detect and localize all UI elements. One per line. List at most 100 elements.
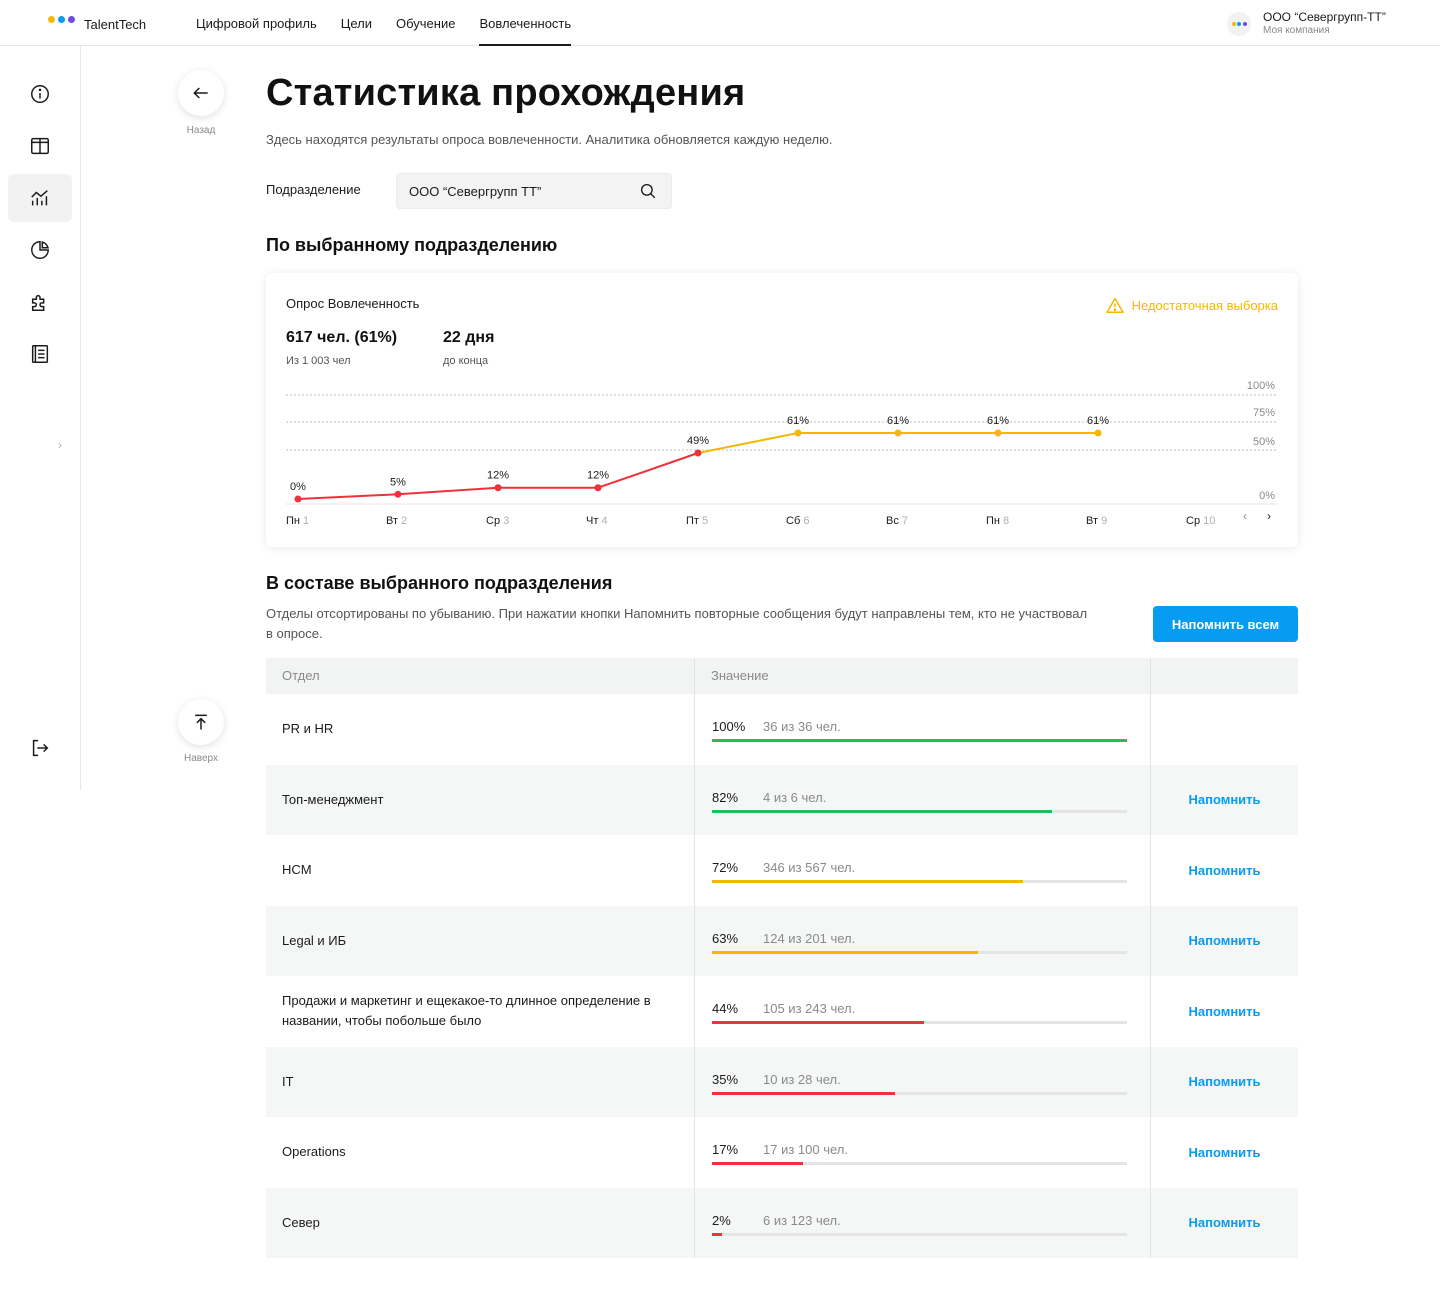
participation-percent: 2% (712, 1212, 731, 1228)
data-point[interactable] (294, 495, 302, 503)
back-button[interactable] (178, 70, 224, 116)
progress-fill (712, 950, 978, 954)
header-value[interactable]: Значение (695, 658, 1151, 694)
department-value: 100% 36 из 36 чел. (695, 694, 1151, 765)
nav-item-learning[interactable]: Обучение (395, 16, 456, 31)
department-search-input[interactable] (396, 173, 672, 209)
sidebar-item-logout[interactable] (8, 724, 72, 772)
participation-percent: 63% (712, 930, 739, 946)
department-name: HCM (266, 835, 695, 906)
participants-value: 617 чел. (61%) (286, 329, 398, 346)
header-department[interactable]: Отдел (266, 658, 695, 694)
y-tick-label: 75% (1253, 407, 1275, 419)
insufficient-sample-warning: Недостаточная выборка (1105, 297, 1278, 313)
participation-count: 10 из 28 чел. (763, 1071, 841, 1087)
header-actions (1151, 658, 1298, 694)
chevron-right-icon[interactable]: › (1267, 509, 1271, 523)
remind-button[interactable]: Напомнить (1188, 1074, 1261, 1090)
participation-percent: 82% (712, 789, 739, 805)
sidebar-item-info[interactable] (8, 70, 72, 118)
y-tick-label: 0% (1259, 490, 1275, 502)
row-actions: Напомнить (1151, 1188, 1298, 1259)
progress-fill (712, 880, 1024, 883)
row-actions: Напомнить (1151, 906, 1298, 977)
data-label: 12% (587, 470, 609, 482)
nav-item-goals[interactable]: Цели (340, 16, 372, 31)
remind-button[interactable]: Напомнить (1188, 1215, 1261, 1231)
department-name: IT (266, 1046, 695, 1117)
x-tick-label: Чт 4 (586, 515, 608, 527)
remind-all-button[interactable]: Напомнить всем (1153, 606, 1298, 642)
sidebar-item-analytics[interactable] (8, 174, 72, 222)
data-label: 0% (290, 481, 306, 493)
data-label: 61% (887, 415, 909, 427)
participation-count: 105 из 243 чел. (763, 1001, 856, 1016)
sidebar: › (0, 46, 81, 790)
table-row: Продажи и маркетинг и ещекакое-то длинно… (266, 976, 1298, 1047)
x-tick-label: Пт 5 (686, 515, 708, 527)
sidebar-item-reports[interactable] (8, 226, 72, 274)
data-point[interactable] (394, 490, 402, 498)
nav-item-digital-profile[interactable]: Цифровой профиль (196, 16, 317, 31)
remind-button[interactable]: Напомнить (1188, 1144, 1261, 1160)
department-value: 44% 105 из 243 чел. (695, 976, 1151, 1047)
row-actions: Напомнить (1151, 835, 1298, 906)
progress-bar (712, 1091, 1127, 1095)
survey-card: Опрос Вовлеченность Недостаточная выборк… (266, 273, 1298, 547)
chevron-left-icon[interactable]: ‹ (1243, 509, 1247, 523)
x-tick-label: Ср 10 (1186, 515, 1215, 527)
nav-item-engagement[interactable]: Вовлеченность (479, 0, 571, 46)
sidebar-item-library[interactable] (8, 330, 72, 378)
company-switcher[interactable]: ООО “Севергрупп-ТТ” Моя компания (1227, 10, 1386, 38)
department-value: 63% 124 из 201 чел. (695, 905, 1151, 976)
progress-fill (712, 1162, 804, 1165)
sidebar-item-integrations[interactable] (8, 278, 72, 326)
remind-button[interactable]: Напомнить (1188, 862, 1261, 878)
remind-button[interactable]: Напомнить (1188, 1003, 1261, 1019)
data-label: 61% (1087, 415, 1109, 427)
x-tick-label: Пн 8 (986, 515, 1009, 527)
participation-line-chart: 100% 75% 50% 0% 0% 5% 12% 12% 49% 61% 61% 61% 61% Пн … (286, 380, 1278, 527)
days-remaining: до конца (443, 355, 489, 367)
department-name: Operations (266, 1117, 695, 1188)
search-icon[interactable] (639, 182, 657, 200)
sidebar-item-layout[interactable] (8, 122, 72, 170)
data-label: 61% (987, 415, 1009, 427)
chevron-right-icon[interactable]: › (58, 438, 62, 452)
department-value: 35% 10 из 28 чел. (695, 1046, 1151, 1117)
series-line-segment (297, 493, 399, 500)
department-value: 72% 346 из 567 чел. (695, 835, 1151, 906)
department-name: Топ-менеджмент (266, 764, 695, 835)
top-bar: TalentTech Цифровой профиль Цели Обучени… (0, 0, 1440, 46)
remind-button[interactable]: Напомнить (1188, 792, 1261, 808)
table-row: Operations 17% 17 из 100 чел. Напомнить (266, 1117, 1298, 1188)
data-point[interactable] (494, 484, 502, 492)
data-point[interactable] (794, 429, 802, 437)
section-description: Отделы отсортированы по убыванию. При на… (266, 606, 1088, 641)
x-tick-label: Ср 3 (486, 515, 509, 527)
data-point[interactable] (594, 484, 602, 492)
participation-count: 36 из 36 чел. (763, 719, 841, 734)
data-point[interactable] (694, 449, 702, 457)
x-tick-label: Вт 9 (1086, 515, 1107, 527)
participation-percent: 17% (712, 1142, 739, 1157)
table-row: PR и HR 100% 36 из 36 чел. (266, 694, 1298, 765)
x-tick-label: Вс 7 (886, 515, 908, 527)
department-name: Legal и ИБ (266, 905, 695, 976)
series-line-segment (397, 486, 499, 496)
participation-percent: 100% (712, 719, 746, 734)
data-point[interactable] (994, 429, 1002, 437)
remind-button[interactable]: Напомнить (1188, 933, 1261, 949)
y-tick-label: 100% (1247, 380, 1275, 392)
progress-bar (712, 739, 1127, 742)
section-title-selected: По выбранному подразделению (266, 235, 558, 255)
data-point[interactable] (1094, 429, 1102, 437)
row-actions: Напомнить (1151, 1047, 1298, 1118)
scroll-top-button[interactable] (178, 699, 224, 745)
participants-total: Из 1 003 чел (286, 355, 351, 367)
logo-icon[interactable] (48, 16, 75, 23)
participation-percent: 44% (712, 1001, 739, 1016)
data-point[interactable] (894, 429, 902, 437)
company-name: ООО “Севергрупп-ТТ” (1263, 10, 1386, 24)
logo-text[interactable]: TalentTech (84, 17, 147, 32)
